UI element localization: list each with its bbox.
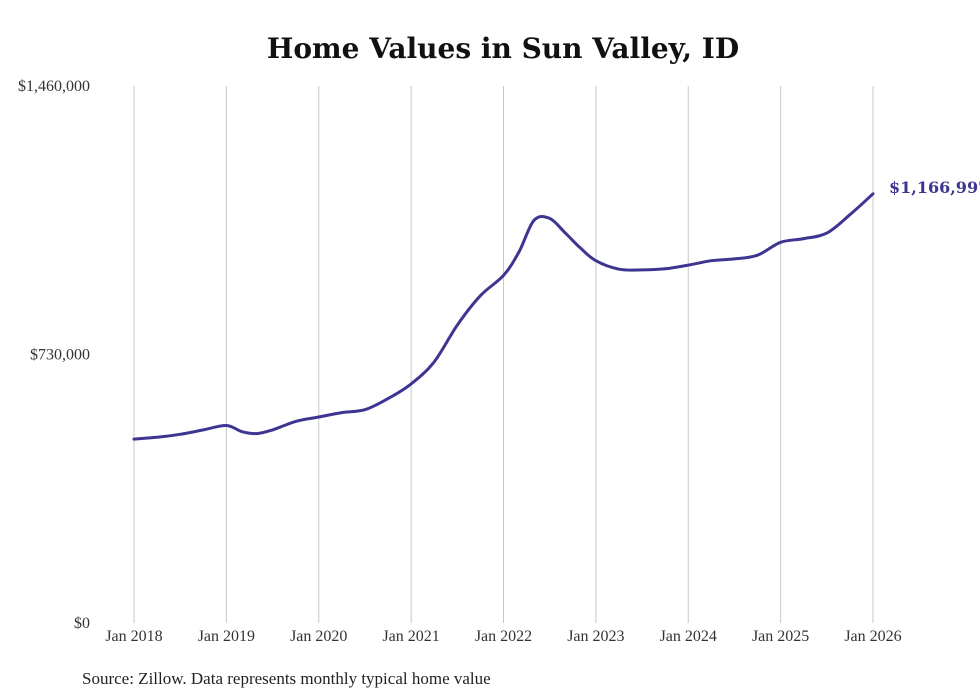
series-layer: $1,166,997 xyxy=(132,178,980,441)
x-tick-label: Jan 2026 xyxy=(844,628,901,645)
gridlines xyxy=(133,86,874,623)
end-value-label: $1,166,997 xyxy=(889,178,980,197)
x-tick-label: Jan 2021 xyxy=(382,628,439,645)
chart-title: Home Values in Sun Valley, ID xyxy=(267,32,739,65)
x-tick-label: Jan 2018 xyxy=(105,628,162,645)
y-tick-label: $0 xyxy=(74,615,90,632)
x-tick-label: Jan 2022 xyxy=(475,628,532,645)
x-tick-label: Jan 2023 xyxy=(567,628,624,645)
x-tick-label: Jan 2019 xyxy=(198,628,255,645)
x-tick-label: Jan 2024 xyxy=(660,628,717,645)
y-tick-label: $1,460,000 xyxy=(18,78,90,95)
x-tick-label: Jan 2020 xyxy=(290,628,347,645)
source-note: Source: Zillow. Data represents monthly … xyxy=(82,669,491,688)
y-axis-ticks: $0 $730,000 $1,460,000 xyxy=(18,78,90,632)
x-axis-ticks: Jan 2018 Jan 2019 Jan 2020 Jan 2021 Jan 2022… xyxy=(105,628,901,645)
x-tick-label: Jan 2025 xyxy=(752,628,809,645)
y-tick-label: $730,000 xyxy=(30,347,90,364)
series-line xyxy=(132,192,875,441)
